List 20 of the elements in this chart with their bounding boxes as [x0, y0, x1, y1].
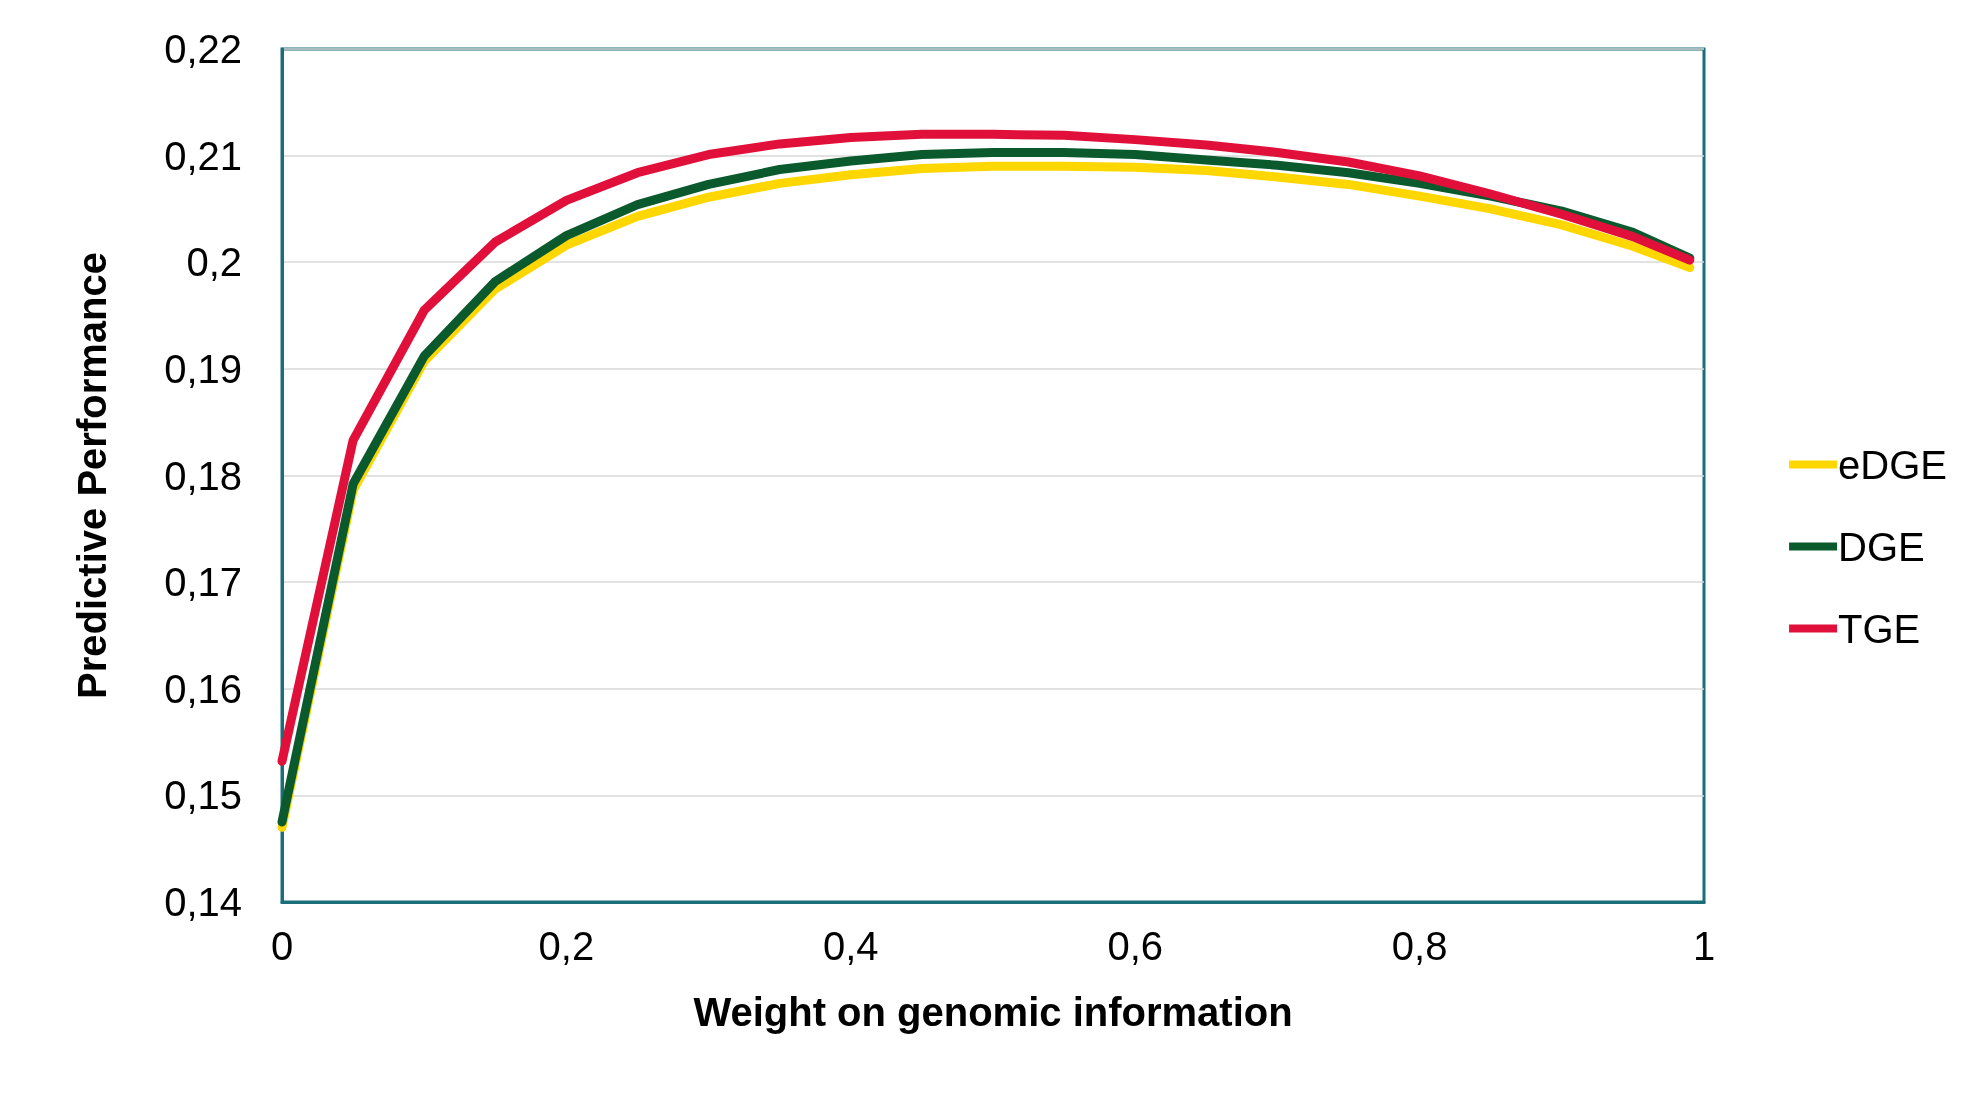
y-tick-label: 0,14 [164, 880, 242, 924]
x-tick-label: 0,6 [1107, 924, 1163, 968]
x-tick-label: 0,2 [538, 924, 595, 968]
x-tick-label: 1 [1692, 924, 1716, 968]
y-tick-label: 0,21 [164, 133, 242, 178]
x-tick-label: 0,8 [1391, 924, 1448, 968]
y-tick-label: 0,19 [164, 346, 242, 391]
x-tick-label: 0 [270, 924, 294, 968]
y-tick-label: 0,17 [164, 560, 242, 605]
x-tick-label: 0,4 [823, 924, 879, 968]
x-axis-title: Weight on genomic information [693, 990, 1293, 1034]
legend-label: eDGE [1838, 442, 1948, 487]
y-tick-label: 0,22 [164, 27, 242, 71]
legend-label: DGE [1838, 524, 1925, 569]
y-axis-title: Predictive Performance [70, 252, 114, 699]
y-tick-label: 0,15 [164, 773, 242, 818]
y-tick-label: 0,2 [186, 240, 242, 285]
y-tick-label: 0,18 [164, 453, 242, 498]
legend-label: TGE [1838, 606, 1921, 651]
y-tick-label: 0,16 [164, 666, 242, 711]
